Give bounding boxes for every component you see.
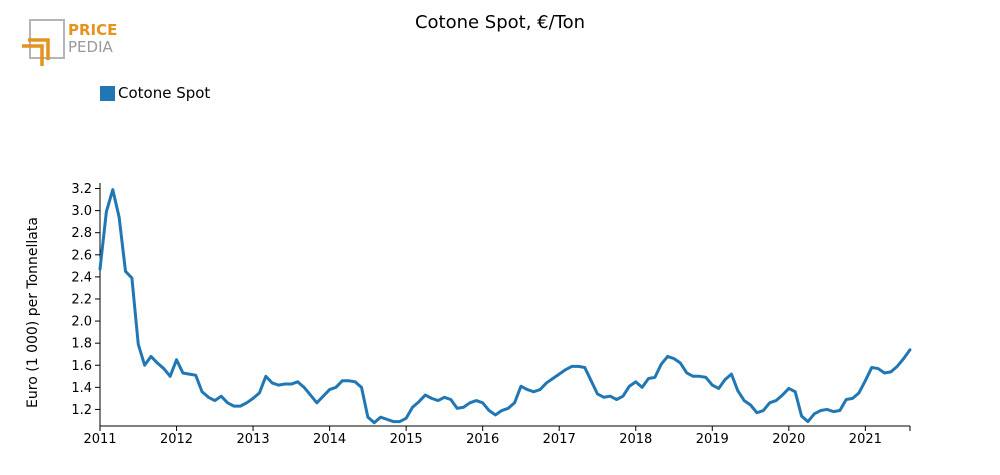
x-tick-label: 2011 — [83, 432, 116, 447]
x-tick-label: 2013 — [237, 432, 270, 447]
y-tick-label: 1.4 — [71, 381, 92, 396]
y-tick-label: 2.8 — [71, 226, 92, 241]
logo-text-pedia: PEDIA — [68, 38, 113, 56]
x-tick-label: 2016 — [466, 432, 499, 447]
y-tick-label: 2.0 — [71, 315, 92, 330]
y-axis-label: Euro (1 000) per Tonnellata — [25, 217, 41, 408]
x-tick-label: 2018 — [619, 432, 652, 447]
pricepedia-logo — [22, 19, 65, 66]
chart-legend: Cotone Spot — [100, 84, 210, 102]
y-tick-label: 3.0 — [71, 204, 92, 219]
x-tick-label: 2015 — [390, 432, 423, 447]
logo-corner-shape-inner — [28, 38, 50, 60]
chart-title: Cotone Spot, €/Ton — [414, 12, 586, 33]
x-tick-label: 2012 — [160, 432, 193, 447]
x-tick-label: 2014 — [313, 432, 346, 447]
y-tick-label: 2.4 — [71, 270, 92, 285]
x-tick-label: 2021 — [849, 432, 882, 447]
series-line-cotone-spot — [98, 188, 912, 425]
x-tick-label: 2017 — [543, 432, 576, 447]
chart-series — [98, 188, 912, 425]
legend-label: Cotone Spot — [118, 84, 211, 102]
y-tick-label: 3.2 — [71, 182, 92, 197]
logo-corner-shape — [22, 44, 44, 66]
y-tick-label: 1.2 — [71, 403, 92, 418]
legend-swatch — [100, 85, 115, 101]
y-tick-label: 1.8 — [71, 337, 92, 352]
y-tick-label: 2.6 — [71, 248, 92, 263]
x-tick-label: 2019 — [696, 432, 729, 447]
y-tick-label: 2.2 — [71, 292, 92, 307]
y-tick-label: 1.6 — [71, 359, 92, 374]
chart-axes: 1.2 1.4 1.6 1.8 2.0 2.2 2.4 2.6 2.8 3.0 3.2 2011 201… — [25, 182, 911, 447]
logo-text-price: PRICE — [68, 21, 118, 39]
x-tick-label: 2020 — [772, 432, 805, 447]
